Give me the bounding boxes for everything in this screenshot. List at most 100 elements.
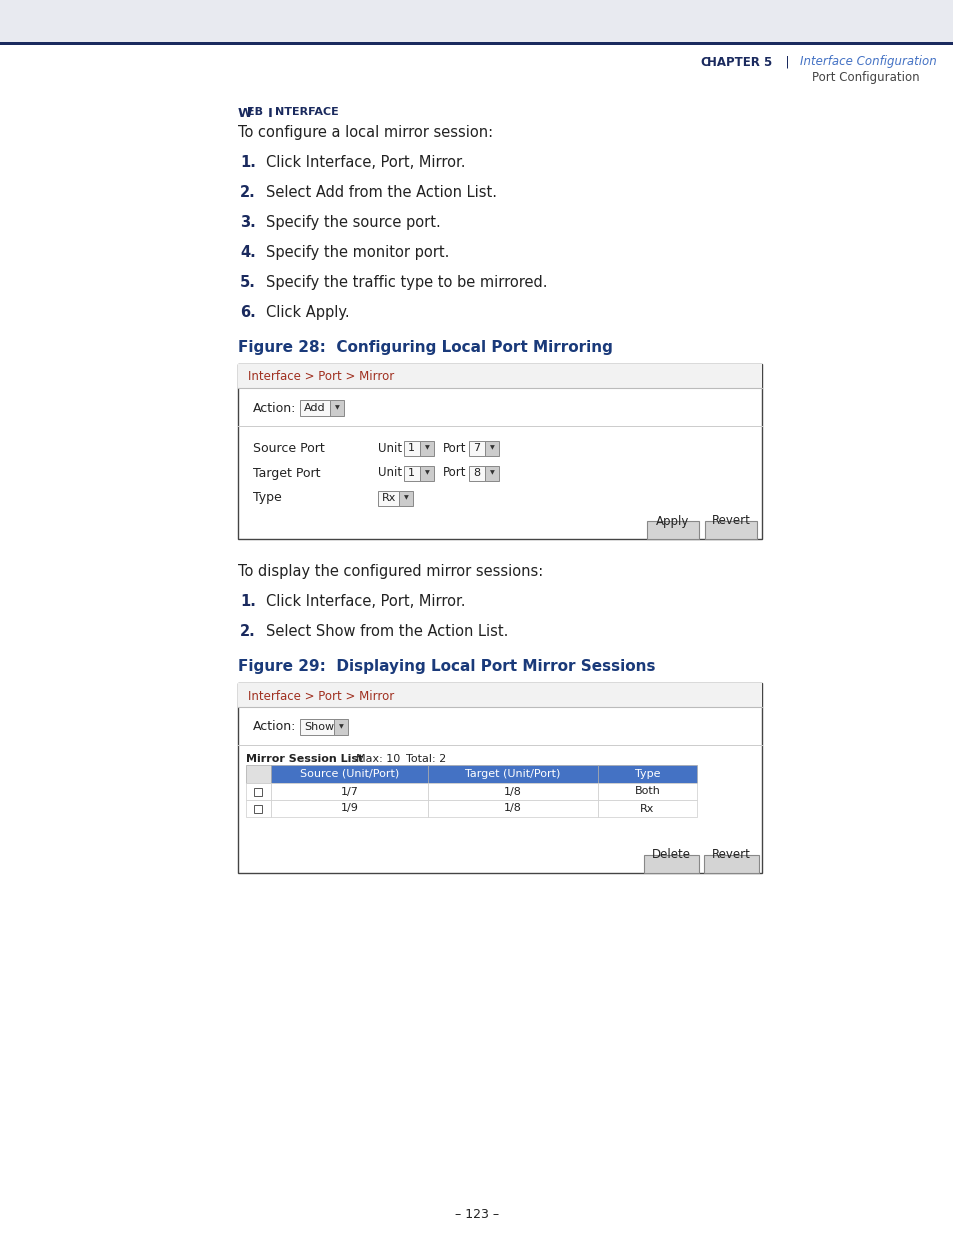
Bar	[428, 800, 598, 818]
Bar	[271, 800, 428, 818]
Text: Total: 2: Total: 2	[406, 755, 446, 764]
Text: Figure 29:  Displaying Local Port Mirror Sessions: Figure 29: Displaying Local Port Mirror …	[237, 659, 655, 674]
Bar	[419, 466, 434, 480]
Text: 5.: 5.	[240, 275, 255, 290]
Bar	[237, 683, 761, 706]
Bar	[299, 400, 330, 416]
Bar	[403, 466, 419, 480]
Bar	[246, 783, 271, 800]
Text: ▼: ▼	[338, 725, 343, 730]
Text: Interface Configuration: Interface Configuration	[800, 56, 936, 68]
Bar	[428, 764, 598, 783]
Bar	[246, 800, 271, 818]
Text: 1/8: 1/8	[503, 787, 521, 797]
Bar	[330, 400, 344, 416]
Text: |: |	[778, 56, 789, 68]
Text: HAPTER 5: HAPTER 5	[706, 56, 771, 68]
Bar	[377, 490, 398, 505]
Text: Port: Port	[442, 467, 466, 479]
Text: ▼: ▼	[335, 405, 339, 410]
Text: 1/8: 1/8	[503, 804, 521, 814]
Text: Select Show from the Action List.: Select Show from the Action List.	[266, 624, 508, 638]
Bar	[704, 521, 757, 538]
Bar	[643, 855, 699, 873]
Text: Target (Unit/Port): Target (Unit/Port)	[465, 769, 560, 779]
Text: Source (Unit/Port): Source (Unit/Port)	[299, 769, 398, 779]
Text: EB: EB	[247, 107, 267, 117]
Text: ▼: ▼	[424, 446, 429, 451]
Bar	[237, 364, 761, 388]
Text: ▼: ▼	[489, 471, 494, 475]
Text: Click Apply.: Click Apply.	[266, 305, 349, 320]
Text: – 123 –: – 123 –	[455, 1209, 498, 1221]
Bar	[299, 719, 334, 735]
Bar	[271, 783, 428, 800]
Text: 2.: 2.	[240, 185, 255, 200]
Bar	[334, 719, 348, 735]
Bar	[403, 441, 419, 456]
Text: ▼: ▼	[403, 495, 408, 500]
Bar	[271, 764, 428, 783]
Text: NTERFACE: NTERFACE	[274, 107, 338, 117]
Text: 1.: 1.	[240, 156, 255, 170]
Bar	[237, 364, 761, 538]
Text: 6.: 6.	[240, 305, 255, 320]
Text: Unit: Unit	[377, 467, 402, 479]
Bar	[484, 466, 498, 480]
Bar	[398, 490, 413, 505]
Text: Select Add from the Action List.: Select Add from the Action List.	[266, 185, 497, 200]
Text: 7: 7	[473, 443, 479, 453]
Text: Action:: Action:	[253, 401, 296, 415]
Bar	[419, 441, 434, 456]
Text: 1/9: 1/9	[340, 804, 358, 814]
Text: Revert: Revert	[711, 848, 750, 862]
Text: 1.: 1.	[240, 594, 255, 609]
Text: 3.: 3.	[240, 215, 255, 230]
Bar	[246, 764, 271, 783]
Text: I: I	[268, 107, 273, 120]
Bar	[428, 783, 598, 800]
Text: 1: 1	[408, 443, 415, 453]
Text: Max: 10: Max: 10	[355, 755, 400, 764]
Text: Apply: Apply	[656, 515, 689, 527]
Bar	[598, 764, 697, 783]
Bar	[598, 783, 697, 800]
Bar	[469, 441, 484, 456]
Text: Revert: Revert	[711, 515, 750, 527]
Text: ▼: ▼	[489, 446, 494, 451]
Bar	[254, 804, 262, 813]
Bar	[484, 441, 498, 456]
Text: Port: Port	[442, 441, 466, 454]
Text: Mirror Session List: Mirror Session List	[246, 755, 363, 764]
Text: Click Interface, Port, Mirror.: Click Interface, Port, Mirror.	[266, 594, 465, 609]
Text: Interface > Port > Mirror: Interface > Port > Mirror	[248, 370, 394, 384]
Bar	[469, 466, 484, 480]
Text: To display the configured mirror sessions:: To display the configured mirror session…	[237, 564, 542, 579]
Text: C: C	[700, 56, 708, 68]
Text: Rx: Rx	[381, 493, 395, 503]
Text: ▼: ▼	[424, 471, 429, 475]
Text: Both: Both	[634, 787, 659, 797]
Text: Click Interface, Port, Mirror.: Click Interface, Port, Mirror.	[266, 156, 465, 170]
Bar	[254, 788, 262, 795]
Text: 4.: 4.	[240, 245, 255, 261]
Bar	[703, 855, 759, 873]
Text: Action:: Action:	[253, 720, 296, 734]
Text: To configure a local mirror session:: To configure a local mirror session:	[237, 125, 493, 140]
Text: Target Port: Target Port	[253, 467, 320, 479]
Text: 1/7: 1/7	[340, 787, 358, 797]
Text: Figure 28:  Configuring Local Port Mirroring: Figure 28: Configuring Local Port Mirror…	[237, 340, 612, 354]
Text: 8: 8	[473, 468, 479, 478]
Text: Specify the source port.: Specify the source port.	[266, 215, 440, 230]
Text: Unit: Unit	[377, 441, 402, 454]
Text: Rx: Rx	[639, 804, 654, 814]
Text: Port Configuration: Port Configuration	[812, 72, 919, 84]
Bar	[0, 0, 953, 44]
Bar	[598, 800, 697, 818]
Bar	[237, 683, 761, 873]
Bar	[0, 42, 953, 44]
Text: 1: 1	[408, 468, 415, 478]
Text: Type: Type	[253, 492, 281, 505]
Bar	[646, 521, 699, 538]
Text: Delete: Delete	[651, 848, 690, 862]
